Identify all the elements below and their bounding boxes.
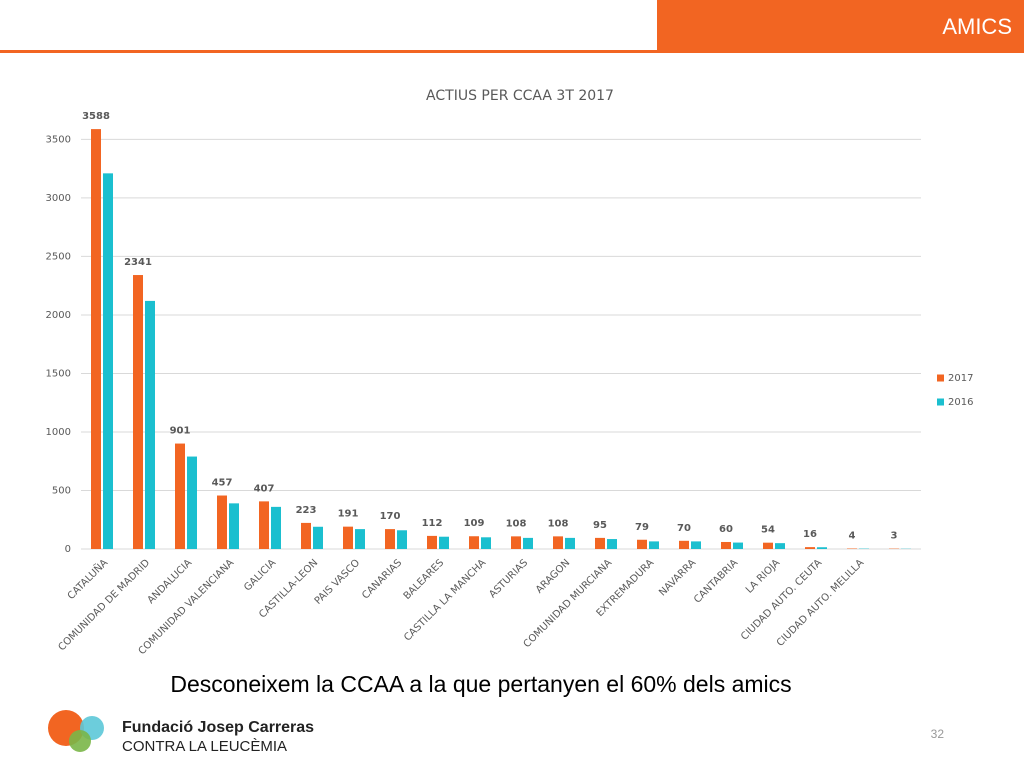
bar xyxy=(733,542,743,549)
bar xyxy=(439,536,449,549)
x-tick-label: PAIS VASCO xyxy=(313,557,363,607)
data-label: 112 xyxy=(422,518,443,529)
bar xyxy=(805,547,815,549)
bar xyxy=(817,547,827,549)
bar xyxy=(313,526,323,549)
data-label: 16 xyxy=(803,529,817,540)
data-label: 901 xyxy=(170,426,191,437)
data-label: 3588 xyxy=(82,111,110,122)
bar xyxy=(427,535,437,549)
y-tick-label: 1500 xyxy=(46,368,71,379)
data-label: 79 xyxy=(635,522,649,533)
data-label: 457 xyxy=(212,478,233,489)
org-tagline: CONTRA LA LEUCÈMIA xyxy=(122,738,287,755)
bar xyxy=(553,536,563,549)
bar xyxy=(301,522,311,549)
bar xyxy=(355,529,365,549)
bar xyxy=(229,503,239,549)
y-tick-label: 1000 xyxy=(46,427,71,438)
bar xyxy=(511,536,521,549)
data-label: 60 xyxy=(719,524,733,535)
data-label: 170 xyxy=(380,511,401,522)
legend-swatch xyxy=(937,398,944,406)
x-tick-label: COMUNIDAD MURCIANA xyxy=(522,557,615,650)
x-tick-label: LA RIOJA xyxy=(744,557,782,595)
header-box xyxy=(657,0,1024,52)
data-label: 95 xyxy=(593,520,607,531)
bar xyxy=(637,539,647,549)
bar xyxy=(91,129,101,549)
x-tick-label: CASTILLA LA MANCHA xyxy=(402,557,488,643)
bar xyxy=(259,501,269,549)
x-tick-label: NAVARRA xyxy=(657,557,698,598)
x-tick-label: CANARIAS xyxy=(360,557,404,601)
bar xyxy=(721,541,731,549)
bar xyxy=(649,541,659,549)
data-label: 191 xyxy=(338,509,359,520)
bar xyxy=(175,443,185,549)
bar xyxy=(595,537,605,549)
header-title: AMICS xyxy=(942,14,1012,39)
legend-label: 2016 xyxy=(948,397,973,408)
data-label: 108 xyxy=(548,518,569,529)
bar xyxy=(271,506,281,549)
header-rule xyxy=(0,50,1024,53)
data-label: 54 xyxy=(761,525,775,536)
page-number: 32 xyxy=(931,727,945,741)
data-label: 407 xyxy=(254,483,275,494)
logo-circle xyxy=(69,730,91,752)
legend-label: 2017 xyxy=(948,373,973,384)
y-tick-label: 2500 xyxy=(46,251,71,262)
y-tick-label: 500 xyxy=(52,485,71,496)
x-tick-label: CANTABRIA xyxy=(692,557,740,605)
x-tick-label: CIUDAD AUTO. MELILLA xyxy=(775,557,867,649)
legend-swatch xyxy=(937,374,944,382)
bar xyxy=(187,456,197,549)
y-tick-label: 2000 xyxy=(46,310,71,321)
bar xyxy=(607,539,617,549)
bar xyxy=(133,275,143,549)
bar xyxy=(469,536,479,549)
data-label: 70 xyxy=(677,523,691,534)
x-tick-label: ARAGON xyxy=(534,557,572,595)
bar xyxy=(217,495,227,549)
data-label: 4 xyxy=(849,531,856,542)
bar xyxy=(103,173,113,549)
bar xyxy=(775,543,785,549)
x-tick-label: ASTURIAS xyxy=(487,557,530,600)
bar xyxy=(691,541,701,549)
chart-title: ACTIUS PER CCAA 3T 2017 xyxy=(426,88,614,104)
x-tick-label: CIUDAD AUTO. CEUTA xyxy=(739,557,824,642)
data-label: 3 xyxy=(891,531,898,542)
y-tick-label: 0 xyxy=(65,544,71,555)
data-label: 109 xyxy=(464,518,485,529)
caption: Desconeixem la CCAA a la que pertanyen e… xyxy=(170,671,791,697)
x-tick-label: CATALUÑA xyxy=(64,556,110,602)
bar xyxy=(763,542,773,549)
bar xyxy=(481,537,491,549)
bar xyxy=(145,300,155,549)
bar xyxy=(565,537,575,549)
org-name: Fundació Josep Carreras xyxy=(122,719,314,736)
bar xyxy=(397,530,407,549)
x-tick-label: COMUNIDAD DE MADRID xyxy=(56,557,152,653)
data-label: 223 xyxy=(296,505,317,516)
y-tick-label: 3000 xyxy=(46,193,71,204)
bar xyxy=(679,540,689,549)
x-tick-label: BALEARES xyxy=(402,557,447,602)
x-tick-label: GALICIA xyxy=(242,557,278,593)
y-tick-label: 3500 xyxy=(46,134,71,145)
bar xyxy=(523,537,533,549)
data-label: 2341 xyxy=(124,257,152,268)
data-label: 108 xyxy=(506,518,527,529)
bar xyxy=(385,529,395,549)
bar xyxy=(343,526,353,549)
